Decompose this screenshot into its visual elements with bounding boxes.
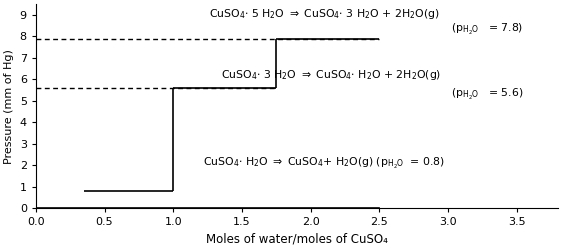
Text: CuSO$_4$$\cdot$ 3 H$_2$O $\Rightarrow$ CuSO$_4$$\cdot$ H$_2$O + 2H$_2$O(g): CuSO$_4$$\cdot$ 3 H$_2$O $\Rightarrow$ C…	[221, 68, 441, 82]
Text: CuSO$_4$$\cdot$ 5 H$_2$O $\Rightarrow$ CuSO$_4$$\cdot$ 3 H$_2$O + 2H$_2$O(g): CuSO$_4$$\cdot$ 5 H$_2$O $\Rightarrow$ C…	[209, 7, 439, 21]
Y-axis label: Pressure (mm of Hg): Pressure (mm of Hg)	[4, 49, 14, 164]
Text: (p$_{\mathregular{H_2O}}$   = 5.6): (p$_{\mathregular{H_2O}}$ = 5.6)	[451, 87, 523, 102]
Text: CuSO$_4$$\cdot$ H$_2$O $\Rightarrow$ CuSO$_4$+ H$_2$O(g) (p$_{\mathregular{H_2O}: CuSO$_4$$\cdot$ H$_2$O $\Rightarrow$ CuS…	[203, 156, 445, 171]
X-axis label: Moles of water/moles of CuSO₄: Moles of water/moles of CuSO₄	[206, 233, 388, 246]
Text: (p$_{\mathregular{H_2O}}$   = 7.8): (p$_{\mathregular{H_2O}}$ = 7.8)	[451, 22, 523, 38]
